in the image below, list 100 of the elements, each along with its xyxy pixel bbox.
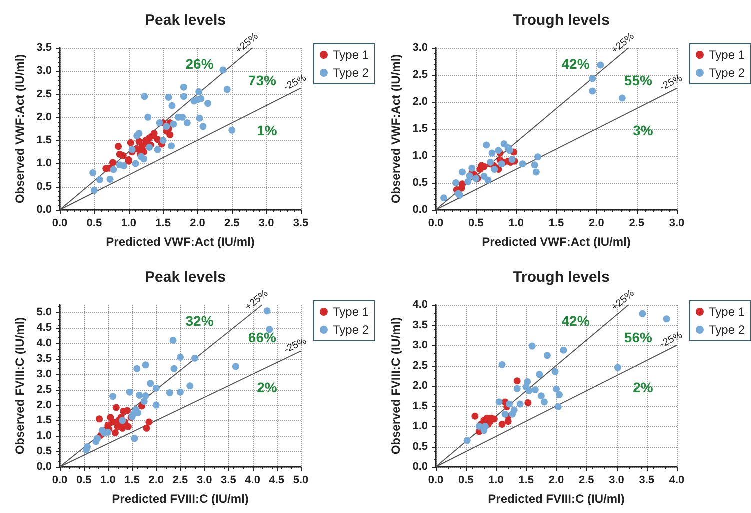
legend-label: Type 2 — [708, 66, 746, 80]
y-tick-label: 1.0 — [412, 150, 428, 162]
y-tick-label: 3.5 — [412, 319, 428, 332]
legend-label: Type 1 — [332, 48, 370, 62]
y-tick-label: 5.0 — [36, 306, 52, 319]
x-tick-label: 4.5 — [269, 474, 285, 486]
annotation: 73% — [248, 72, 277, 88]
y-tick-label: 2.0 — [412, 96, 428, 108]
y-tick-label: 3.0 — [412, 42, 428, 54]
x-tick-label: 2.0 — [589, 218, 604, 230]
x-tick-label: 0.0 — [52, 474, 68, 486]
annotation: 32% — [186, 313, 214, 330]
x-tick-label: 2.5 — [578, 474, 594, 486]
y-tick-label: 1.5 — [36, 414, 52, 427]
legend-label: Type 1 — [332, 305, 370, 319]
x-tick-label: 0.5 — [86, 218, 102, 230]
x-tick-label: 3.0 — [258, 218, 274, 230]
x-tick-label: 3.5 — [639, 474, 655, 486]
y-tick-label: 1.0 — [36, 430, 52, 442]
y-tick-label: 3.0 — [36, 65, 52, 78]
y-tick-label: 0.5 — [36, 180, 52, 193]
text: -25% — [282, 336, 309, 356]
x-tick-label: 1.5 — [518, 474, 534, 486]
y-tick-label: 4.5 — [36, 322, 52, 334]
annotation: 42% — [562, 313, 590, 330]
y-tick-label: 2.5 — [36, 88, 52, 100]
y-tick-label: 4.0 — [412, 299, 428, 311]
x-tick-label: 2.0 — [190, 218, 206, 230]
legend-label: Type 2 — [332, 323, 370, 337]
annotation: 3% — [633, 122, 654, 139]
chart-title: Peak levels — [145, 269, 226, 286]
y-axis-title: Observed VWF:Act (IU/ml) — [388, 54, 403, 204]
x-axis-title: Predicted VWF:Act (IU/ml) — [482, 235, 631, 249]
y-tick-label: 4.0 — [36, 338, 52, 350]
y-tick-label: 0.0 — [36, 461, 52, 473]
y-tick-label: 2.0 — [36, 111, 52, 124]
annotation: 42% — [562, 56, 590, 72]
x-tick-label: 0.0 — [428, 218, 444, 230]
y-tick-label: 2.5 — [412, 69, 428, 81]
annotation: 66% — [248, 329, 277, 346]
x-tick-label: 1.5 — [156, 218, 171, 230]
x-tick-label: 3.5 — [221, 474, 236, 486]
y-tick-label: 0.5 — [412, 177, 428, 189]
x-axis-title: Predicted FVIII:C (IU/ml) — [488, 492, 625, 506]
x-tick-label: 0.5 — [468, 218, 484, 230]
y-axis-title: Observed FVIII:C (IU/ml) — [12, 317, 27, 455]
x-tick-label: 3.5 — [293, 218, 309, 230]
y-tick-label: 3.5 — [36, 42, 52, 54]
y-tick-label: 2.0 — [36, 399, 52, 412]
x-tick-label: 1.0 — [488, 474, 504, 486]
annotation: 2% — [633, 380, 654, 396]
legend-label: Type 1 — [708, 48, 746, 62]
x-axis-title: Predicted VWF:Act (IU/ml) — [106, 235, 255, 249]
annotation: 26% — [186, 56, 214, 72]
y-tick-label: 0.0 — [412, 204, 428, 216]
x-tick-label: 2.0 — [148, 474, 164, 486]
x-tick-label: 0.0 — [428, 474, 444, 486]
text: -25% — [658, 73, 685, 94]
x-tick-label: 0.0 — [52, 218, 68, 230]
y-tick-label: 1.0 — [412, 420, 428, 432]
x-tick-label: 1.5 — [124, 474, 140, 486]
x-tick-label: 3.0 — [609, 474, 624, 486]
x-tick-label: 5.0 — [293, 474, 309, 486]
y-tick-label: 1.0 — [36, 158, 52, 170]
chart-title: Peak levels — [145, 12, 226, 29]
text: -25% — [658, 330, 685, 350]
y-tick-label: 0.5 — [412, 440, 428, 453]
x-tick-label: 1.0 — [100, 474, 116, 486]
legend-label: Type 2 — [708, 323, 746, 337]
y-tick-label: 1.5 — [36, 134, 52, 147]
y-axis-title: Observed VWF:Act (IU/ml) — [12, 54, 27, 204]
y-tick-label: 1.5 — [412, 400, 428, 412]
legend-label: Type 1 — [708, 305, 746, 319]
y-tick-label: 2.5 — [412, 360, 428, 372]
x-tick-label: 4.0 — [245, 474, 260, 486]
x-axis-title: Predicted FVIII:C (IU/ml) — [112, 492, 249, 506]
x-tick-label: 4.0 — [669, 474, 685, 486]
x-tick-label: 1.0 — [121, 218, 137, 230]
x-tick-label: 0.5 — [458, 474, 474, 486]
x-tick-label: 2.0 — [548, 474, 564, 486]
chart-title: Trough levels — [513, 12, 610, 29]
y-tick-label: 1.5 — [412, 123, 428, 135]
y-tick-label: 3.0 — [412, 340, 428, 352]
y-tick-label: 0.0 — [412, 461, 428, 473]
x-tick-label: 3.0 — [196, 474, 212, 486]
annotation: 56% — [624, 329, 653, 346]
y-tick-label: 0.0 — [36, 204, 52, 216]
y-tick-label: 2.0 — [412, 380, 428, 392]
annotation: 55% — [624, 72, 653, 88]
y-tick-label: 3.5 — [36, 353, 52, 365]
y-tick-label: 3.0 — [36, 368, 52, 380]
annotation: 1% — [257, 122, 278, 139]
text: -25% — [282, 72, 309, 94]
y-tick-label: 2.5 — [36, 384, 52, 396]
x-tick-label: 1.0 — [508, 218, 524, 230]
x-tick-label: 2.5 — [629, 218, 644, 230]
x-tick-label: 2.5 — [172, 474, 188, 486]
x-tick-label: 3.0 — [669, 218, 685, 230]
annotation: 2% — [257, 380, 278, 396]
x-tick-label: 0.5 — [76, 474, 92, 486]
